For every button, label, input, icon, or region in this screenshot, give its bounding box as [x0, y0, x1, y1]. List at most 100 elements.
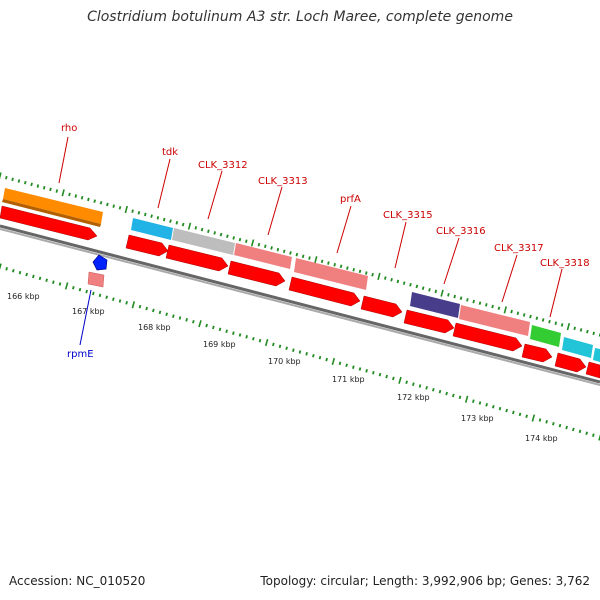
minor-tick	[512, 410, 515, 415]
rpme-small-feature[interactable]	[87, 271, 105, 288]
cds-arrow[interactable]	[165, 244, 229, 272]
cds-arrow[interactable]	[452, 322, 523, 352]
minor-tick	[245, 239, 248, 244]
major-tick	[566, 322, 571, 331]
minor-tick	[327, 261, 330, 265]
minor-tick	[292, 348, 295, 352]
scale-label: 166 kbp	[7, 292, 40, 301]
gene-prfa-feature[interactable]	[294, 258, 368, 290]
cds-arrow[interactable]	[125, 234, 169, 257]
minor-tick	[312, 353, 315, 358]
minor-tick	[258, 338, 262, 343]
major-tick	[598, 434, 600, 441]
major-tick	[331, 357, 336, 366]
minor-tick	[378, 372, 382, 377]
minor-tick	[68, 192, 71, 197]
minor-tick	[412, 382, 415, 386]
leader-rho	[58, 136, 69, 184]
gene-clk3319-feature[interactable]	[593, 348, 600, 362]
minor-tick	[93, 199, 96, 203]
minor-tick	[72, 285, 75, 290]
leader-clk3312	[207, 170, 223, 220]
minor-tick	[185, 318, 188, 322]
minor-tick	[158, 310, 162, 315]
gene-clk3318-feature[interactable]	[562, 337, 593, 358]
genome-backbone	[0, 224, 600, 384]
gene-clk3312-feature[interactable]	[172, 228, 235, 255]
accession-text: Accession: NC_010520	[9, 574, 146, 588]
minor-tick	[308, 256, 311, 260]
minor-tick	[80, 195, 84, 200]
minor-tick	[205, 323, 208, 328]
label-leaders	[58, 136, 563, 346]
minor-tick	[232, 236, 235, 240]
page-title: Clostridium botulinum A3 str. Loch Maree…	[87, 9, 513, 25]
minor-tick	[558, 423, 562, 428]
minor-tick	[278, 344, 282, 349]
major-tick	[264, 338, 269, 347]
rpme-marker[interactable]	[92, 254, 108, 271]
minor-tick	[38, 276, 42, 281]
minor-tick	[238, 333, 242, 337]
minor-tick	[272, 342, 275, 347]
minor-tick	[318, 355, 322, 360]
gene-rho-feature[interactable]	[3, 188, 103, 224]
minor-tick	[552, 421, 555, 426]
minor-tick	[485, 303, 488, 307]
minor-tick	[5, 267, 8, 271]
minor-tick	[592, 433, 595, 437]
minor-tick	[156, 216, 160, 220]
minor-tick	[144, 212, 147, 217]
minor-tick	[585, 431, 588, 436]
minor-tick	[385, 374, 388, 379]
cds-arrow[interactable]	[403, 309, 455, 334]
cds-arrow[interactable]	[585, 361, 600, 379]
cds-arrow[interactable]	[288, 276, 361, 307]
minor-tick	[276, 247, 280, 252]
gene-labels: rho tdk CLK_3312 CLK_3313 prfA CLK_3315 …	[61, 123, 590, 360]
cds-arrow[interactable]	[0, 205, 98, 241]
minor-tick	[252, 336, 255, 341]
minor-tick	[396, 279, 400, 284]
minor-tick	[573, 326, 576, 331]
minor-tick	[586, 329, 589, 334]
gene-clk3316-feature[interactable]	[459, 305, 530, 336]
minor-tick	[55, 189, 59, 193]
minor-tick	[415, 284, 419, 289]
minor-tick	[145, 306, 148, 311]
minor-tick	[358, 269, 362, 274]
cds-arrow[interactable]	[521, 343, 553, 363]
minor-tick	[421, 286, 425, 290]
minor-tick	[497, 306, 501, 311]
minor-tick	[169, 219, 172, 223]
minor-tick	[152, 308, 155, 313]
gene-clk3315-feature[interactable]	[410, 292, 460, 318]
minor-tick	[392, 376, 395, 381]
gene-tdk-feature[interactable]	[131, 218, 173, 240]
minor-tick	[24, 180, 27, 185]
upper-tick-track	[0, 172, 600, 337]
cds-arrow[interactable]	[360, 295, 403, 318]
minor-tick	[225, 329, 228, 334]
minor-tick	[492, 404, 495, 409]
gene-clk3317-feature[interactable]	[530, 325, 561, 347]
minor-tick	[578, 429, 582, 434]
minor-tick	[516, 311, 520, 316]
minor-tick	[131, 209, 134, 213]
major-tick	[464, 395, 469, 403]
leader-clk3318	[549, 268, 563, 318]
major-tick	[398, 376, 402, 384]
minor-tick	[85, 289, 88, 294]
minor-tick	[125, 301, 128, 305]
cds-arrow[interactable]	[227, 260, 286, 287]
gene-clk3313-feature[interactable]	[234, 243, 292, 269]
minor-tick	[178, 316, 182, 320]
minor-tick	[491, 304, 494, 309]
minor-tick	[45, 278, 48, 283]
minor-tick	[346, 266, 349, 270]
minor-tick	[58, 282, 62, 286]
minor-tick	[572, 427, 575, 432]
cds-arrow[interactable]	[554, 352, 587, 373]
scale-label: 169 kbp	[203, 340, 236, 349]
minor-tick	[425, 386, 428, 390]
